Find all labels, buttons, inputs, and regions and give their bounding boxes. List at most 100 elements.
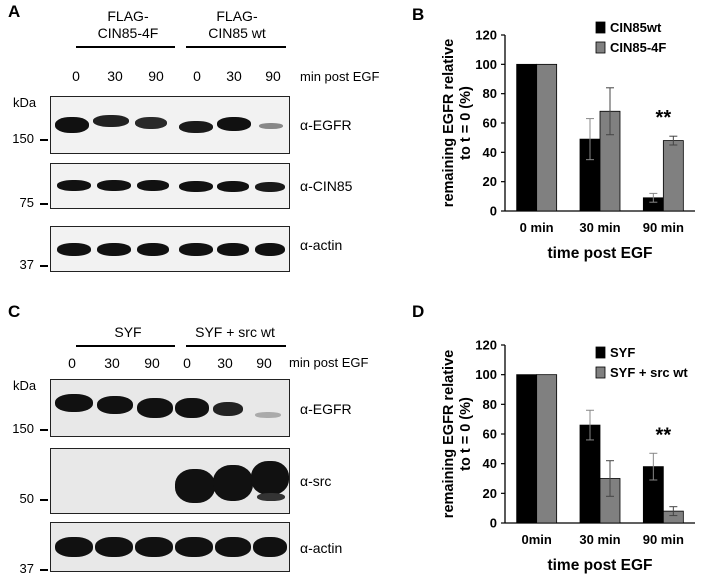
band [93, 115, 129, 127]
marker-tick [40, 429, 48, 431]
panel-letter-c: C [8, 302, 21, 321]
band [253, 537, 287, 557]
bar [579, 424, 601, 524]
construct-rule-syf [76, 345, 175, 347]
lane-label: 90 [265, 68, 281, 84]
band [179, 121, 213, 133]
construct-rule-cin85-4f [76, 46, 175, 48]
band [97, 396, 133, 414]
construct-rule-cin85-wt [186, 46, 286, 48]
y-tick-label: 80 [483, 86, 497, 101]
blot-egfr [50, 96, 290, 154]
marker-tick [40, 203, 48, 205]
lane-label: 0 [72, 68, 80, 84]
band [179, 243, 213, 256]
marker-label: 150 [12, 421, 34, 436]
band [255, 243, 285, 256]
legend-swatch [595, 21, 606, 34]
y-axis-label: remaining EGFR relative to t = 0 (%) [441, 350, 474, 518]
marker-label: 150 [12, 131, 34, 146]
lane-label: 30 [217, 355, 233, 371]
band [175, 398, 209, 418]
lane-label: 30 [104, 355, 120, 371]
y-tick-label: 20 [483, 486, 497, 501]
y-tick-label: 120 [475, 338, 497, 353]
bar [599, 110, 621, 212]
band [259, 123, 283, 129]
blot-egfr [50, 379, 290, 437]
bar [599, 478, 621, 524]
y-tick-label: 100 [475, 57, 497, 72]
lane-label: 90 [148, 68, 164, 84]
band [257, 493, 285, 501]
lane-label: 0 [68, 355, 76, 371]
bar [536, 374, 558, 524]
panel-letter-b: B [412, 5, 425, 24]
antibody-label: α-src [300, 473, 332, 489]
band [255, 412, 281, 418]
y-axis-label-line: remaining EGFR relative [441, 39, 457, 207]
band [57, 243, 91, 256]
bar [642, 197, 664, 212]
y-axis-label-line: to t = 0 (%) [458, 86, 474, 160]
band [95, 537, 133, 557]
band [97, 243, 131, 256]
construct-label-cin85-wt: FLAG- CIN85 wt [208, 8, 266, 41]
legend-label: CIN85wt [610, 20, 662, 35]
min-post-egf-label: min post EGF [289, 355, 369, 370]
bar [662, 510, 684, 524]
band [175, 537, 213, 557]
band [175, 469, 215, 503]
band [135, 537, 173, 557]
antibody-label: α-actin [300, 540, 343, 556]
legend-label: SYF [610, 345, 635, 360]
legend-swatch [595, 366, 606, 379]
legend-label: CIN85-4F [610, 40, 666, 55]
y-tick-label: 60 [483, 427, 497, 442]
legend-swatch [595, 41, 606, 54]
kda-label: kDa [13, 378, 37, 393]
antibody-label: α-CIN85 [300, 178, 353, 194]
band [57, 180, 91, 191]
x-tick-label: 0 min [520, 220, 554, 235]
y-axis-label-line: remaining EGFR relative [441, 350, 457, 518]
panel-letter-d: D [412, 302, 425, 321]
band [217, 181, 249, 192]
antibody-label: α-EGFR [300, 117, 352, 133]
antibody-label: α-EGFR [300, 401, 352, 417]
band [217, 243, 249, 256]
marker-label: 37 [19, 561, 34, 576]
band [251, 461, 289, 495]
construct-rule-syf-src [186, 345, 286, 347]
y-tick-label: 60 [483, 116, 497, 131]
y-tick-label: 0 [490, 516, 497, 531]
kda-label: kDa [13, 95, 37, 110]
legend-label: SYF + src wt [610, 365, 688, 380]
bar [642, 466, 664, 524]
x-tick-label: 90 min [643, 532, 684, 547]
band [55, 394, 93, 412]
band [55, 537, 93, 557]
y-tick-label: 20 [483, 174, 497, 189]
lane-label: 0 [183, 355, 191, 371]
lane-label: 90 [256, 355, 272, 371]
marker-tick [40, 265, 48, 267]
blot-src [50, 448, 290, 514]
band [135, 117, 167, 129]
lane-label: 0 [193, 68, 201, 84]
blot-cin85 [50, 163, 290, 209]
significance-label: ** [656, 424, 672, 446]
significance-label: ** [656, 107, 672, 129]
y-tick-label: 100 [475, 367, 497, 382]
y-tick-label: 40 [483, 145, 497, 160]
marker-tick [40, 569, 48, 571]
bar [662, 140, 684, 212]
marker-label: 75 [19, 195, 34, 210]
bar [579, 138, 601, 212]
construct-label-syf-src: SYF + src wt [195, 324, 275, 340]
y-tick-label: 0 [490, 204, 497, 219]
bar [516, 63, 538, 212]
bar [516, 374, 538, 524]
min-post-egf-label: min post EGF [300, 69, 380, 84]
y-tick-label: 120 [475, 28, 497, 43]
